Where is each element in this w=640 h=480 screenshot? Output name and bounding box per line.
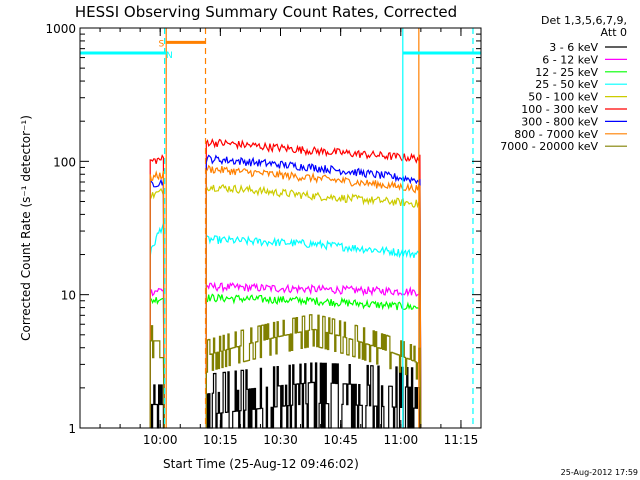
x-tick-label: 10:30 [263,433,298,447]
y-axis-label: Corrected Count Rate (s⁻¹ detector⁻¹) [19,115,33,341]
x-axis-label: Start Time (25-Aug-12 09:46:02) [163,457,359,471]
series-line-300-800-kev-segment-2 [205,154,422,429]
y-tick-label: 1000 [45,22,76,36]
series-line-3-6-kev-segment-1 [149,384,165,429]
series-line-50-100-kev-segment-2 [205,183,422,429]
series-line-25-50-kev-segment-1 [149,223,165,429]
state-marker-n: N [166,51,173,61]
y-tick-label: 10 [61,289,76,303]
legend-label-50-100-kev: 50 - 100 keV [528,91,598,104]
series-line-7000-20000-kev-segment-2 [205,314,422,429]
series-line-12-25-kev-segment-1 [149,296,165,429]
x-tick-label: 10:00 [143,433,178,447]
series-line-7000-20000-kev-segment-1 [149,325,165,429]
legend-label-25-50-kev: 25 - 50 keV [535,78,598,91]
y-tick-label: 100 [53,155,76,169]
legend-label-7000-20000-kev: 7000 - 20000 keV [500,140,598,153]
state-marker-s: S [159,39,165,49]
series-line-50-100-kev-segment-1 [149,187,165,429]
axes: 10:00 10:15 10:30 10:45 11:00 11:15 1 10 100 1000 [45,22,482,447]
chart-title: HESSI Observing Summary Count Rates, Cor… [75,3,457,21]
series-line-100-300-kev-segment-1 [149,154,165,429]
series-line-100-300-kev-segment-2 [205,137,422,429]
y-tick-label: 1 [68,422,76,436]
series-line-800-7000-kev-segment-1 [149,170,165,429]
legend-label-3-6-kev: 3 - 6 keV [549,41,598,54]
x-tick-label: 10:15 [203,433,238,447]
series-line-12-25-kev-segment-2 [205,293,422,429]
x-tick-label: 11:15 [444,433,479,447]
legend-label-100-300-kev: 100 - 300 keV [521,103,598,116]
series-line-25-50-kev-segment-2 [205,234,422,429]
legend-header: Att 0 [601,26,627,39]
series-line-6-12-kev-segment-2 [205,281,422,429]
series-line-800-7000-kev-segment-2 [205,164,422,429]
series-line-6-12-kev-segment-1 [149,287,165,429]
plot-overlays: SN [80,28,481,428]
x-tick-label: 11:00 [384,433,419,447]
series-line-300-800-kev-segment-1 [149,178,165,429]
legend-label-6-12-kev: 6 - 12 keV [542,53,598,66]
legend-label-12-25-kev: 12 - 25 keV [535,66,598,79]
legend-label-800-7000-kev: 800 - 7000 keV [514,128,598,141]
legend-label-300-800-kev: 300 - 800 keV [521,115,598,128]
footer-timestamp: 25-Aug-2012 17:59 [561,468,638,477]
plot-data [149,137,422,429]
x-tick-label: 10:45 [323,433,358,447]
series-line-3-6-kev-segment-2 [205,362,421,429]
legend-header: Det 1,3,5,6,7,9, [541,14,627,27]
